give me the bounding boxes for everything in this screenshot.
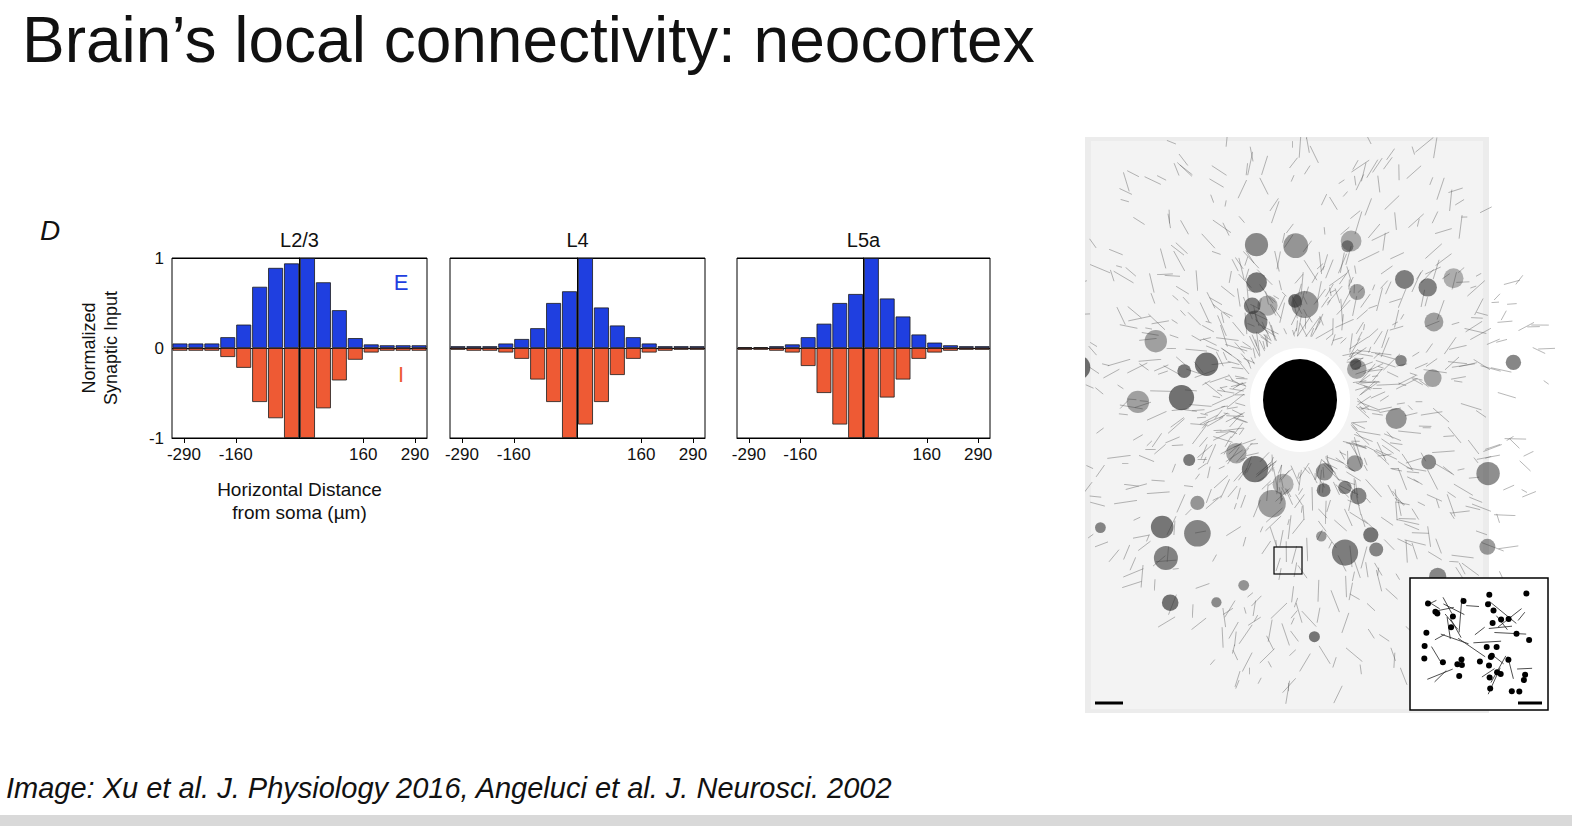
svg-text:Image: Xu et al. J. Physiology: Image: Xu et al. J. Physiology 2016, Ang… [6, 772, 892, 804]
svg-text:-160: -160 [219, 445, 253, 464]
svg-text:-290: -290 [445, 445, 479, 464]
svg-text:-290: -290 [167, 445, 201, 464]
svg-text:290: 290 [401, 445, 429, 464]
svg-text:-1: -1 [149, 429, 164, 448]
svg-text:L4: L4 [566, 229, 588, 251]
svg-text:Horizontal Distance: Horizontal Distance [217, 479, 382, 500]
svg-text:Brain’s local connectivity: ne: Brain’s local connectivity: neocortex [22, 4, 1035, 76]
svg-text:-160: -160 [783, 445, 817, 464]
svg-text:Synaptic Input: Synaptic Input [101, 291, 121, 405]
svg-text:1: 1 [155, 249, 164, 268]
svg-text:290: 290 [964, 445, 992, 464]
svg-text:160: 160 [349, 445, 377, 464]
svg-text:L5a: L5a [847, 229, 881, 251]
svg-text:290: 290 [679, 445, 707, 464]
svg-text:Normalized: Normalized [79, 302, 99, 393]
svg-text:-290: -290 [732, 445, 766, 464]
svg-text:D: D [40, 215, 60, 246]
svg-text:-160: -160 [497, 445, 531, 464]
svg-text:E: E [394, 270, 409, 295]
svg-text:160: 160 [913, 445, 941, 464]
svg-text:0: 0 [155, 339, 164, 358]
svg-text:from soma (µm): from soma (µm) [232, 502, 366, 523]
svg-text:160: 160 [627, 445, 655, 464]
svg-text:L2/3: L2/3 [280, 229, 319, 251]
svg-text:I: I [398, 362, 404, 387]
